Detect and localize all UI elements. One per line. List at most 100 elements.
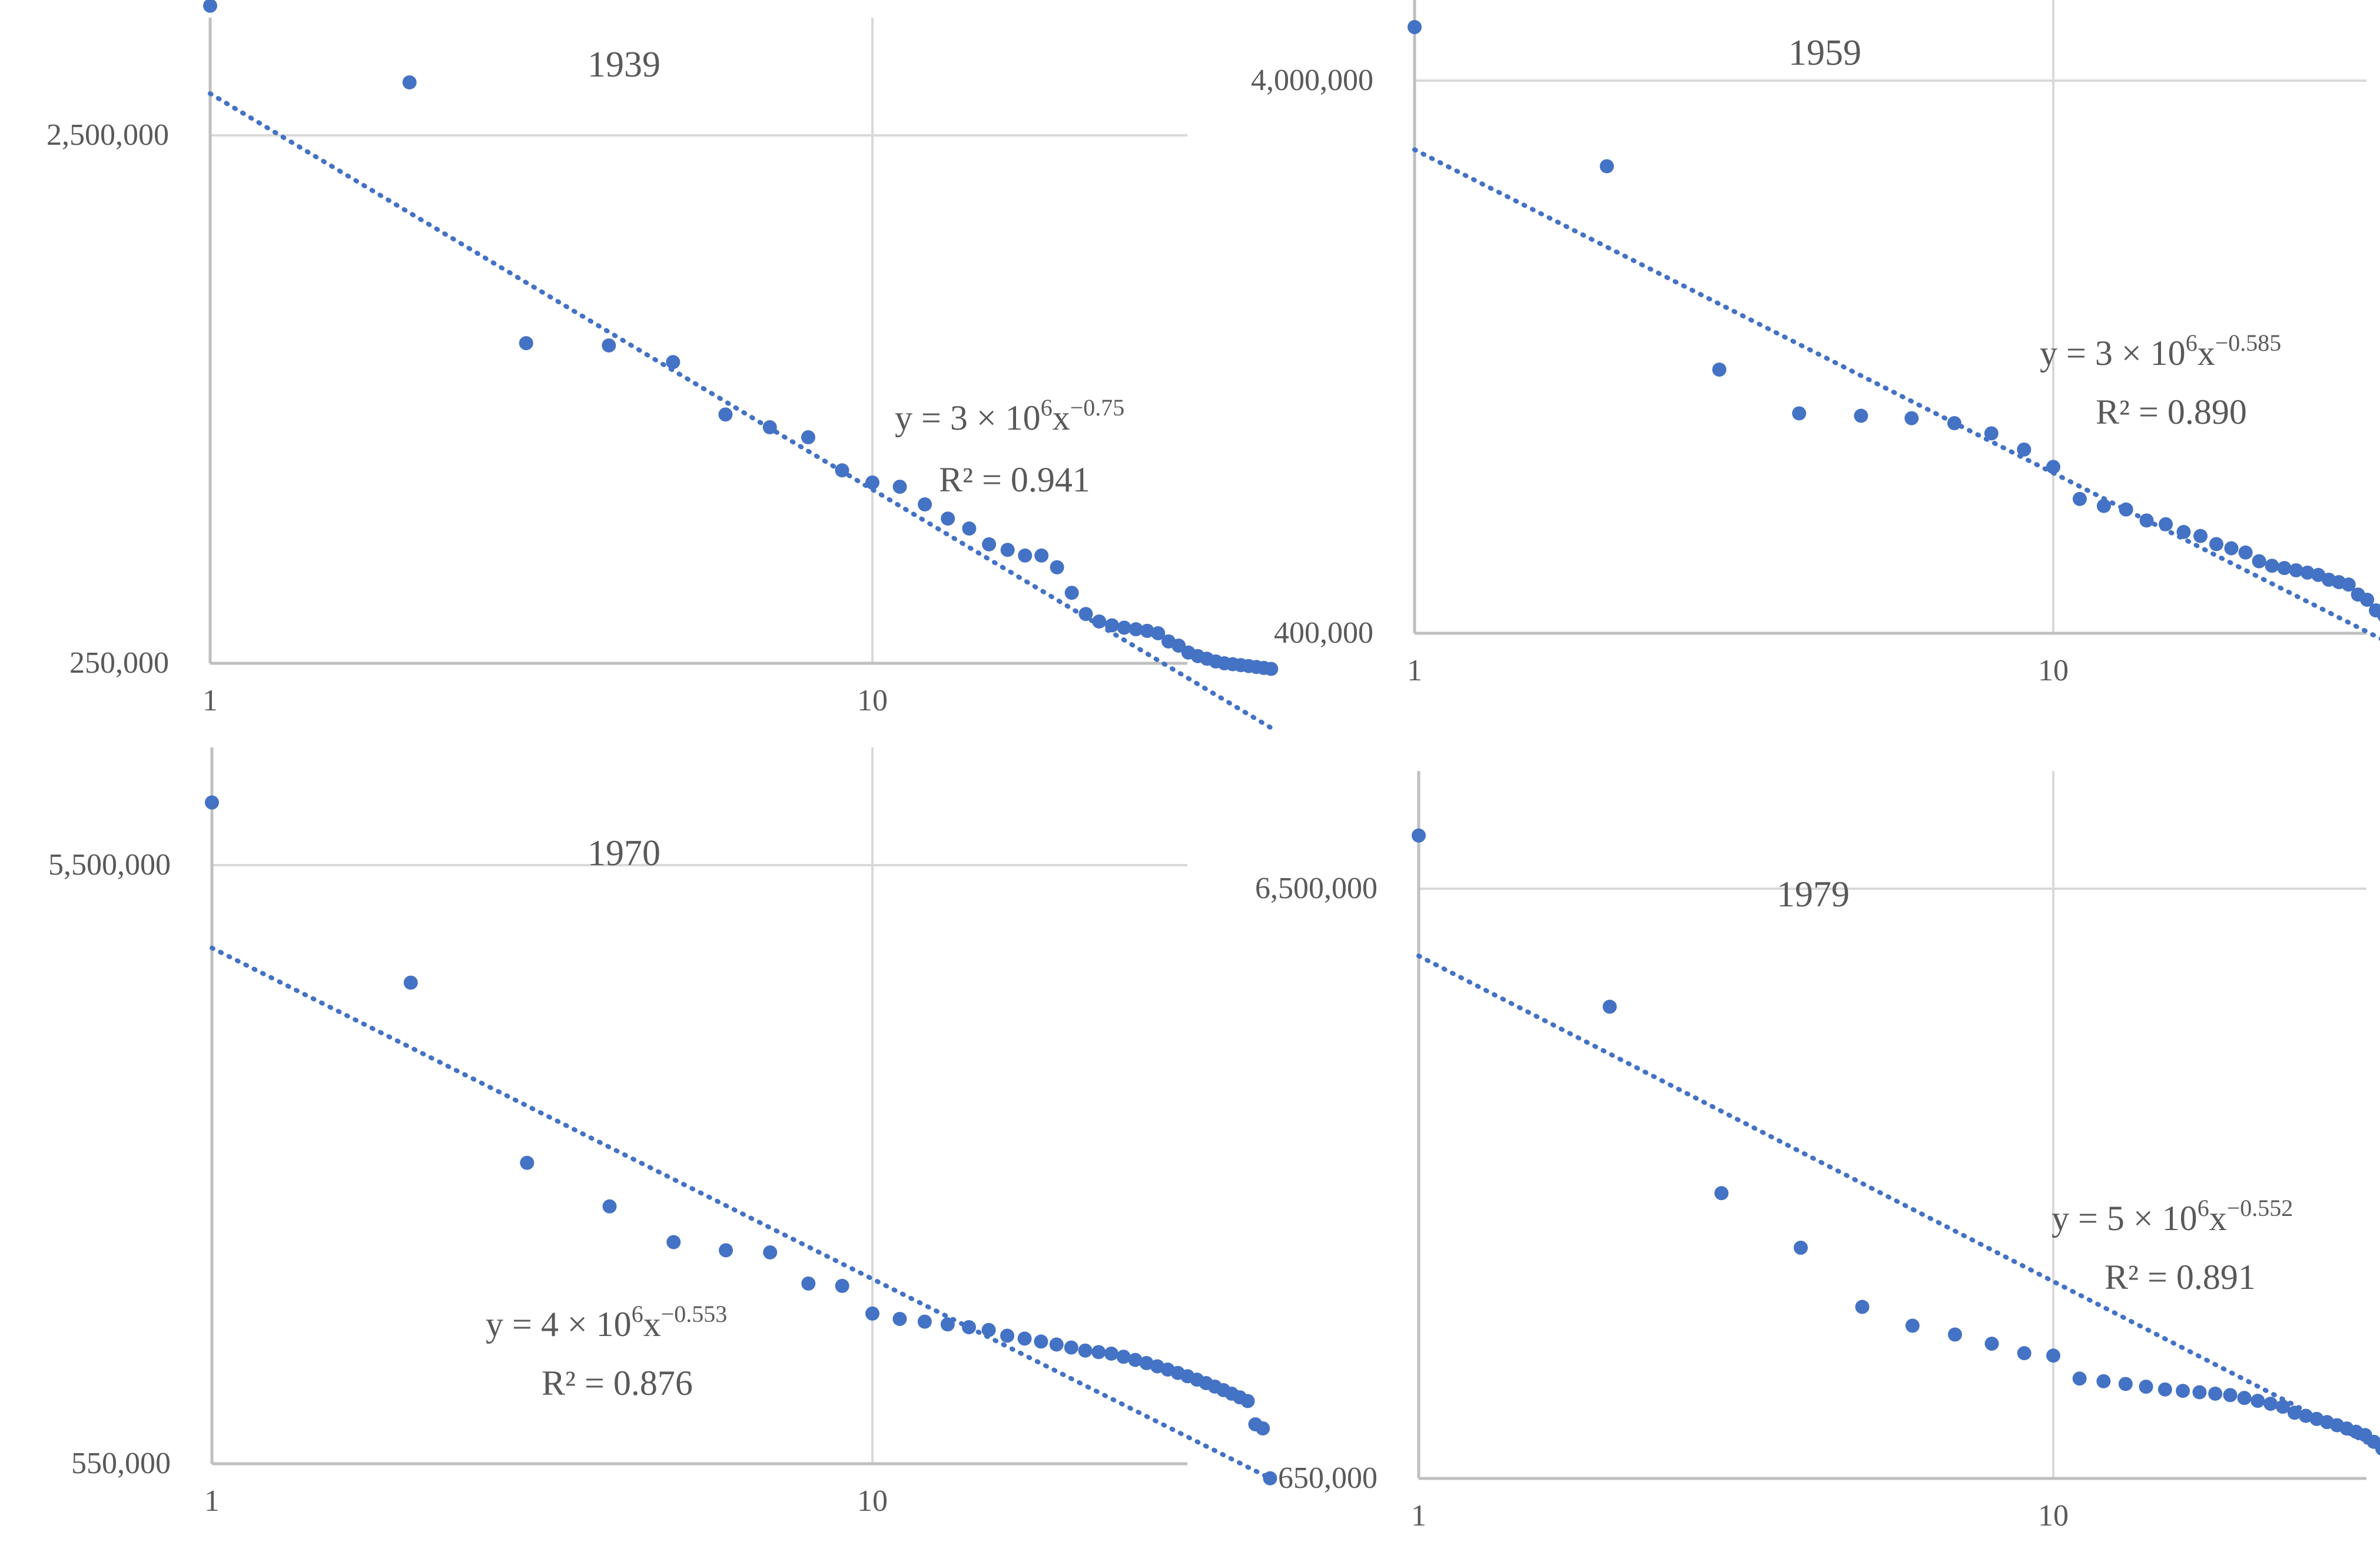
data-point	[2298, 1408, 2313, 1423]
r-squared-label: R² = 0.891	[2105, 1258, 2256, 1297]
data-point	[2209, 537, 2223, 551]
equation-exponent-power: −0.552	[2227, 1195, 2293, 1221]
r-squared-label: R² = 0.890	[2096, 393, 2247, 431]
data-point	[1000, 1328, 1015, 1343]
data-point	[2265, 559, 2279, 573]
data-point	[1256, 1421, 1270, 1436]
data-point	[2223, 1388, 2238, 1403]
data-point	[2139, 513, 2154, 528]
data-point	[2192, 1385, 2207, 1400]
data-point	[962, 521, 977, 536]
data-point	[1984, 426, 1999, 441]
data-point	[520, 1155, 535, 1170]
data-point	[719, 1243, 733, 1258]
data-point	[2017, 1346, 2032, 1361]
chart-title: 1939	[587, 45, 660, 85]
x-tick-label: 1	[1411, 1499, 1426, 1533]
equation-x: x	[643, 1305, 661, 1344]
data-point	[1712, 362, 1727, 377]
y-tick-label: 5,500,000	[48, 848, 171, 882]
data-point	[801, 1276, 816, 1291]
data-point	[918, 497, 932, 511]
chart-title: 1970	[587, 833, 660, 873]
x-tick-label: 10	[857, 684, 888, 717]
equation-prefix: y = 3 × 10	[2040, 334, 2186, 373]
data-point	[2096, 498, 2111, 513]
trendline-equation: y = 5 × 106x−0.552	[2052, 1195, 2293, 1238]
trendline-equation: y = 3 × 106x−0.75	[895, 394, 1124, 437]
data-point	[1240, 1394, 1255, 1408]
x-tick-label: 1	[204, 1484, 220, 1518]
data-point	[205, 795, 219, 810]
data-point	[2046, 460, 2060, 474]
data-point	[2193, 529, 2208, 543]
x-tick-label: 1	[1407, 654, 1422, 687]
data-point	[602, 1199, 617, 1214]
data-point	[1117, 620, 1131, 635]
r-squared-label: R² = 0.941	[939, 460, 1090, 499]
equation-exponent-base: 6	[2186, 330, 2198, 356]
data-point	[1000, 543, 1015, 557]
data-point	[1139, 1356, 1154, 1371]
data-point	[1092, 614, 1107, 629]
data-point	[892, 479, 907, 494]
data-point	[865, 475, 879, 490]
data-point	[1947, 416, 1961, 430]
equation-prefix: y = 3 × 10	[895, 398, 1041, 437]
chart-title: 1979	[1777, 875, 1850, 915]
chart-1939: 250,000 2,500,000 1 10 1939 y = 3 × 106x−0.75…	[47, 0, 1279, 730]
data-point	[2072, 491, 2087, 506]
data-point	[2176, 524, 2191, 539]
data-point	[203, 0, 217, 13]
data-point	[835, 1278, 849, 1293]
equation-x: x	[1053, 398, 1070, 437]
data-point	[1854, 408, 1868, 423]
trendline	[1416, 953, 2380, 1452]
trendline-equation: y = 3 × 106x−0.585	[2040, 330, 2281, 373]
data-point	[1599, 159, 1614, 174]
r-squared-label: R² = 0.876	[542, 1364, 693, 1403]
data-point	[1792, 406, 1807, 421]
data-point	[2119, 502, 2133, 517]
data-point	[1855, 1300, 1870, 1314]
data-point	[1904, 411, 1919, 426]
data-point	[1171, 639, 1186, 653]
equation-exponent-base: 6	[2198, 1195, 2209, 1221]
x-tick-label: 10	[2038, 1499, 2069, 1533]
data-point	[2224, 541, 2239, 556]
chart-1979: 650,000 6,500,000 1 10 1979 y = 5 × 106x−0.55…	[1255, 771, 2380, 1533]
data-point	[1128, 1352, 1143, 1367]
data-point	[1794, 1241, 1808, 1255]
data-point	[865, 1306, 879, 1321]
data-point	[1264, 662, 1279, 676]
data-point	[1151, 626, 1166, 640]
data-point	[1104, 1346, 1118, 1361]
data-point	[2159, 517, 2173, 531]
data-point	[666, 355, 681, 370]
data-point	[2377, 610, 2380, 622]
data-point	[1078, 607, 1093, 622]
data-point	[519, 336, 533, 351]
trendline	[210, 945, 1273, 1481]
data-point	[1263, 1471, 1277, 1485]
data-point	[941, 511, 955, 526]
equation-x: x	[2198, 334, 2215, 373]
data-point	[1412, 828, 1426, 843]
data-point	[402, 75, 417, 89]
y-tick-label: 400,000	[1274, 616, 1373, 650]
trendline	[1412, 147, 2380, 642]
data-point	[2275, 1400, 2290, 1414]
data-point	[2263, 1397, 2278, 1411]
data-point	[1905, 1318, 1920, 1333]
data-point	[1984, 1337, 1999, 1351]
data-point	[2375, 1442, 2380, 1455]
data-point	[1034, 1334, 1048, 1349]
data-point	[1128, 622, 1143, 637]
data-point	[801, 430, 815, 444]
data-point	[2341, 577, 2356, 592]
data-point	[2096, 1374, 2111, 1388]
data-point	[2287, 1405, 2302, 1420]
data-point	[1408, 20, 1422, 35]
equation-exponent-power: −0.553	[661, 1301, 728, 1327]
